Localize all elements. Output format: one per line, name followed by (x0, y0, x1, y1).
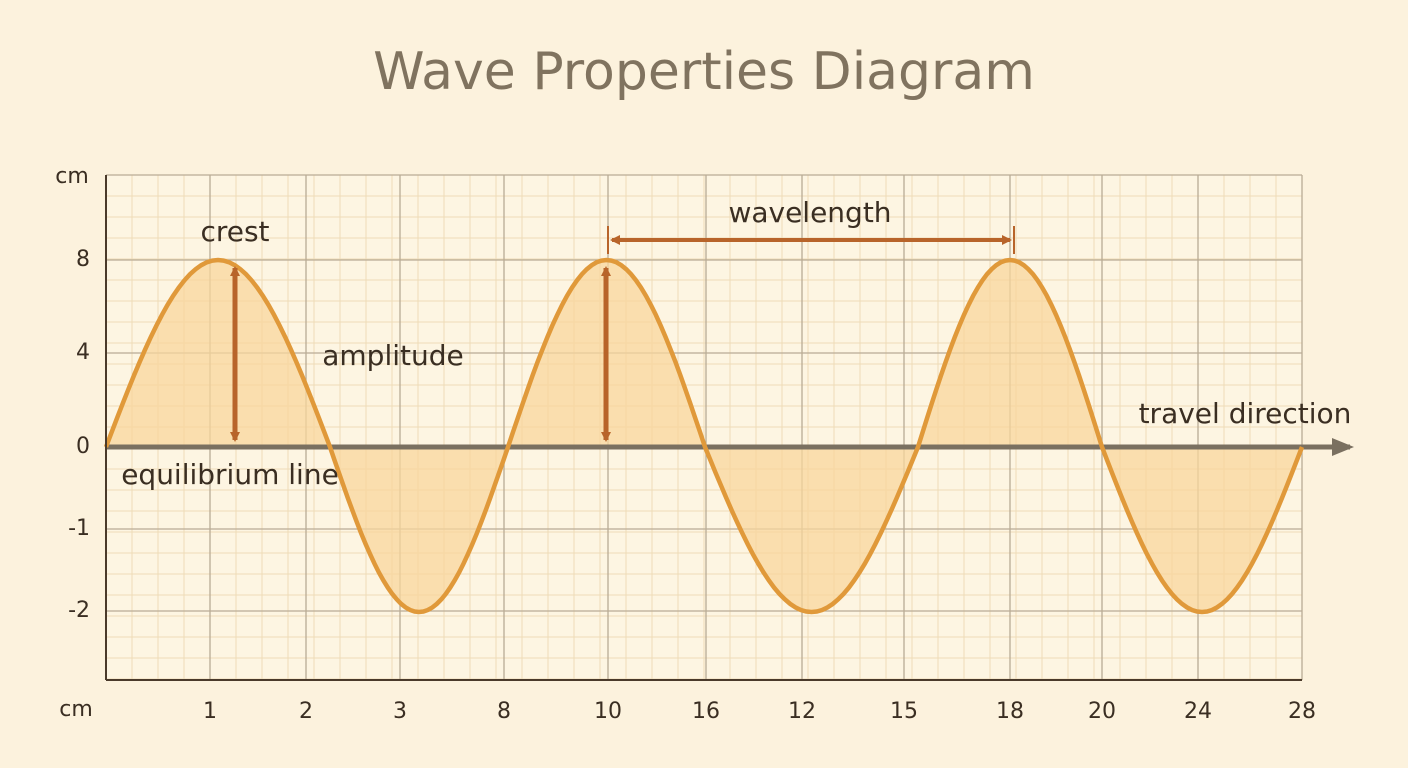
tick-labels: 840-1-21 2 3 8 10 16 12 15 18 20 24 28 (68, 247, 1316, 724)
x-tick-label: 3 (393, 699, 407, 724)
title: Wave Properties Diagram (373, 42, 1035, 102)
y-tick-label: 0 (76, 434, 90, 459)
wavelength-label: wavelength (728, 196, 891, 229)
amplitude-label: amplitude (322, 339, 464, 372)
x-tick-label: 8 (497, 699, 511, 724)
y-tick-label: -2 (68, 598, 90, 623)
x-unit: cm (59, 697, 93, 722)
x-tick-label: 15 (890, 699, 918, 724)
y-tick-label: 8 (76, 247, 90, 272)
y-tick-label: -1 (68, 516, 90, 541)
equilibrium-label: equilibrium line (121, 458, 339, 491)
travel-label: travel direction (1139, 397, 1352, 430)
x-tick-label: 1 (203, 699, 217, 724)
crest-label: crest (200, 215, 269, 248)
x-tick-label: 20 (1088, 699, 1116, 724)
x-tick-label: 16 (692, 699, 720, 724)
x-tick-label: 28 (1288, 699, 1316, 724)
x-tick-label: 12 (788, 699, 816, 724)
y-unit: cm (55, 164, 89, 189)
x-tick-label: 18 (996, 699, 1024, 724)
wave (103, 257, 1305, 615)
wave-fill (106, 260, 1302, 612)
x-tick-label: 10 (594, 699, 622, 724)
x-tick-label: 2 (299, 699, 313, 724)
x-tick-label: 24 (1184, 699, 1212, 724)
y-tick-label: 4 (76, 340, 90, 365)
